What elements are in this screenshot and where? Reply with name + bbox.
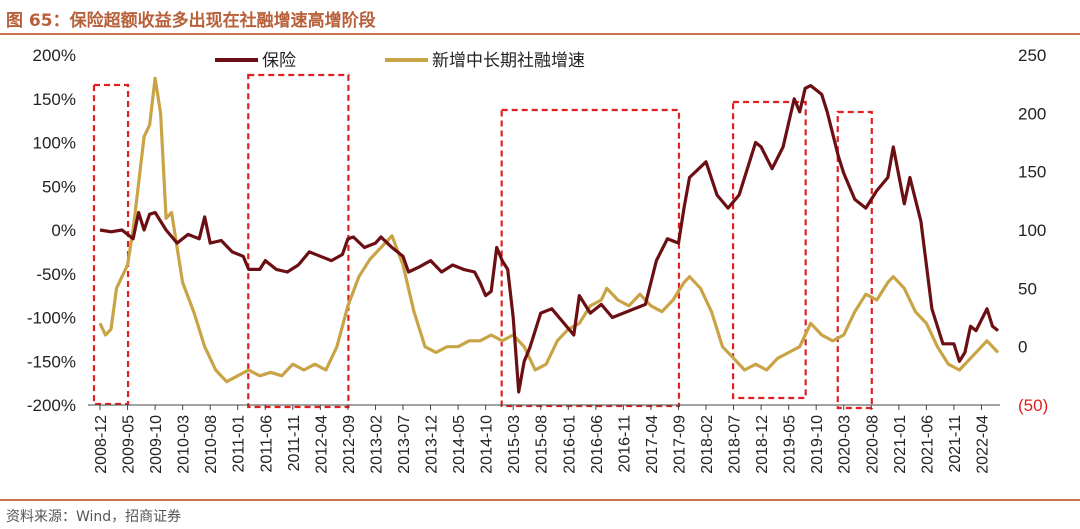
left-tick-label: 0% — [51, 221, 76, 240]
x-tick-label: 2013-07 — [396, 415, 413, 474]
right-tick-label: 50 — [1018, 279, 1037, 298]
x-tick-label: 2022-04 — [974, 415, 991, 474]
x-tick-label: 2016-06 — [589, 415, 606, 474]
left-tick-label: -50% — [36, 265, 76, 284]
figure-title: 图 65：保险超额收益多出现在社融增速高增阶段 — [6, 11, 376, 31]
x-tick-label: 2010-08 — [203, 415, 220, 474]
right-tick-label: 0 — [1018, 338, 1027, 357]
legend-label-insurance: 保险 — [262, 51, 296, 70]
x-tick-label: 2014-10 — [479, 415, 496, 474]
x-tick-label: 2018-12 — [754, 415, 771, 474]
chart: 200% 150% 100% 50% 0% -50% -100% -150% -200% 250 2… — [27, 46, 1048, 474]
x-tick-label: 2013-12 — [424, 415, 441, 474]
x-tick-label: 2012-09 — [341, 415, 358, 474]
x-tick-label: 2008-12 — [93, 415, 110, 474]
x-tick-label: 2011-06 — [258, 415, 275, 473]
title-rule — [0, 33, 1080, 35]
x-tick-label: 2009-05 — [121, 415, 138, 474]
x-tick-label: 2016-01 — [561, 415, 578, 474]
x-tick-label: 2017-04 — [644, 415, 661, 474]
highlight-box — [92, 83, 130, 406]
x-tick-label: 2009-10 — [148, 415, 165, 474]
series-line-insurance — [99, 84, 999, 394]
source-note: 资料来源：Wind，招商证券 — [6, 509, 182, 525]
x-tick-label: 2012-04 — [313, 415, 330, 474]
x-tick-label: 2017-09 — [671, 415, 688, 474]
x-tick-label: 2011-01 — [231, 415, 248, 473]
x-tick-label: 2018-07 — [727, 415, 744, 474]
left-tick-label: 50% — [42, 177, 76, 196]
series-line-credit-growth — [98, 76, 1000, 384]
x-tick-label: 2019-10 — [809, 415, 826, 474]
x-tick-label: 2021-11 — [947, 415, 964, 473]
highlight-box — [500, 108, 681, 408]
axes: 200% 150% 100% 50% 0% -50% -100% -150% -200% 250 2… — [27, 46, 1048, 474]
highlight-box — [731, 100, 807, 400]
x-tick-label: 2015-08 — [534, 415, 551, 474]
right-tick-label: 200 — [1018, 104, 1046, 123]
x-tick-label: 2013-02 — [368, 415, 385, 474]
source-rule — [0, 499, 1080, 501]
left-tick-label: -200% — [27, 396, 76, 415]
highlight-box — [836, 110, 873, 410]
x-tick-label: 2014-05 — [451, 415, 468, 474]
x-tick-label: 2016-11 — [616, 415, 633, 473]
left-tick-label: 100% — [33, 134, 76, 153]
left-tick-label: 200% — [33, 46, 76, 65]
x-tick-label: 2021-06 — [919, 415, 936, 474]
x-tick-label: 2010-03 — [176, 415, 193, 474]
legend-label-credit: 新增中长期社融增速 — [432, 51, 585, 70]
x-tick-label: 2015-03 — [506, 415, 523, 474]
right-tick-label: (50) — [1018, 396, 1048, 415]
x-tick-label: 2019-05 — [782, 415, 799, 474]
right-tick-label: 150 — [1018, 163, 1046, 182]
series-lines — [98, 76, 1000, 394]
right-tick-label: 100 — [1018, 221, 1046, 240]
x-tick-label: 2021-01 — [892, 415, 909, 474]
x-tick-label: 2020-08 — [864, 415, 881, 474]
highlight-box — [247, 73, 350, 409]
legend: 保险 新增中长期社融增速 — [215, 51, 585, 70]
left-tick-label: -100% — [27, 309, 76, 328]
x-tick-label: 2018-02 — [699, 415, 716, 474]
x-tick-label: 2011-11 — [286, 415, 303, 471]
left-tick-label: -150% — [27, 352, 76, 371]
highlight-boxes — [92, 73, 873, 410]
x-tick-label: 2020-03 — [837, 415, 854, 474]
right-tick-label: 250 — [1018, 46, 1046, 65]
left-tick-label: 150% — [33, 90, 76, 109]
